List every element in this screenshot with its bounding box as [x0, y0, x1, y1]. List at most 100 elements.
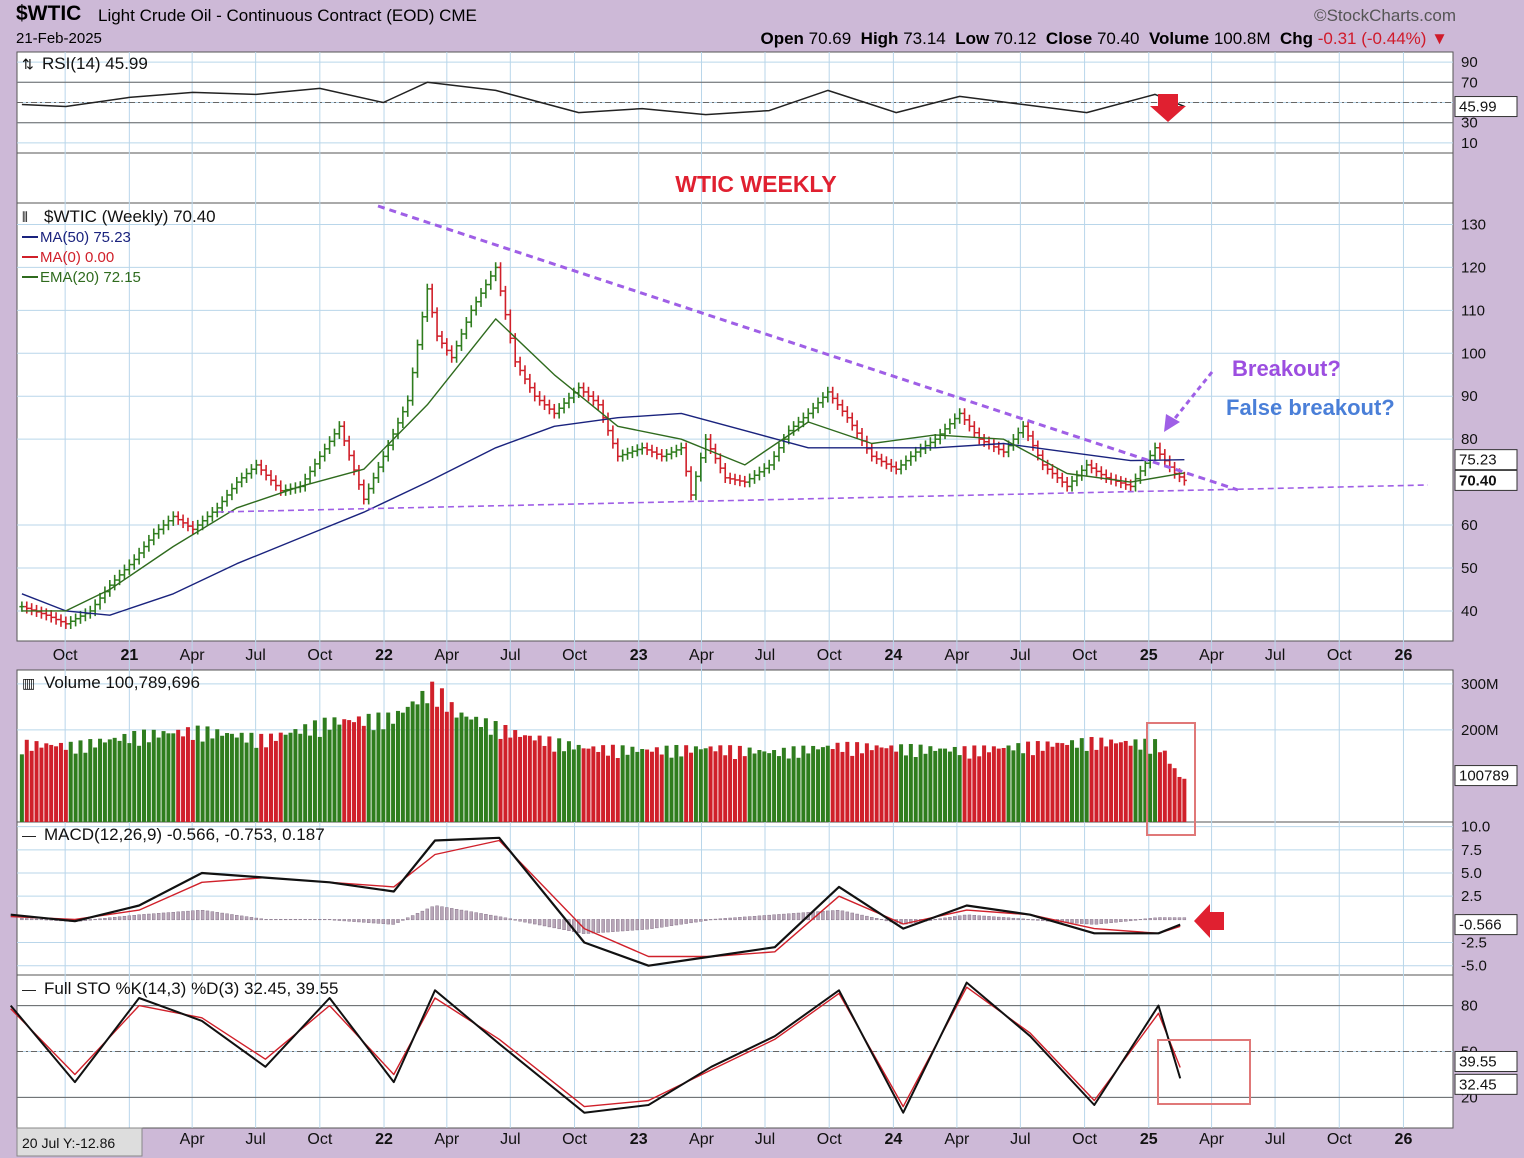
volume-bar — [303, 724, 308, 822]
volume-bar — [229, 733, 234, 822]
volume-last-value: 100789 — [1459, 768, 1509, 785]
macd-histogram-bar — [533, 919, 537, 925]
macd-histogram-bar — [279, 919, 283, 921]
volume-bar — [264, 747, 269, 822]
volume-bar — [625, 754, 630, 822]
volume-bar — [205, 726, 210, 822]
volume-bar — [762, 751, 767, 822]
macd-histogram-bar — [103, 917, 107, 921]
macd-histogram-bar — [450, 908, 454, 921]
macd-histogram-bar — [347, 919, 351, 922]
brand-watermark: ©StockCharts.com — [1314, 6, 1456, 25]
volume-bar — [181, 736, 186, 822]
volume-bar — [1104, 746, 1109, 822]
volume-bar — [410, 701, 415, 822]
macd-histogram-bar — [386, 919, 390, 925]
volume-bar — [996, 748, 1001, 822]
rsi-ytick-label: 30 — [1461, 115, 1478, 132]
volume-bar — [991, 746, 996, 822]
month-axis-label: Oct — [307, 1131, 332, 1148]
macd-histogram-bar — [464, 910, 469, 921]
volume-bar — [728, 745, 733, 822]
volume-bar — [268, 733, 273, 822]
macd-histogram-bar — [669, 919, 674, 926]
volume-bar — [371, 730, 376, 822]
macd-histogram-bar — [762, 915, 767, 921]
annotation-breakout: Breakout? — [1232, 356, 1341, 381]
macd-histogram-bar — [518, 919, 522, 922]
month-axis-label: Oct — [1327, 647, 1352, 664]
volume-bar — [835, 742, 840, 822]
volume-bar — [571, 749, 576, 822]
macd-histogram-bar — [156, 913, 161, 921]
volume-ytick-label: 300M — [1461, 676, 1499, 693]
macd-histogram-bar — [25, 918, 29, 921]
macd-histogram-bar — [371, 919, 376, 924]
macd-histogram-bar — [850, 912, 854, 921]
macd-histogram-bar — [547, 919, 552, 928]
volume-bar — [249, 732, 254, 822]
macd-histogram-bar — [381, 919, 386, 924]
macd-histogram-bar — [122, 916, 127, 921]
macd-histogram-bar — [396, 919, 400, 923]
volume-bar — [68, 741, 73, 822]
macd-histogram-bar — [337, 919, 342, 921]
volume-bar — [259, 733, 264, 822]
price-last-value-box — [1454, 469, 1518, 491]
volume-bar — [356, 716, 361, 822]
volume-bar — [1182, 778, 1187, 822]
macd-histogram-bar — [557, 919, 561, 930]
month-axis-label: Jul — [1010, 1131, 1030, 1148]
macd-histogram-bar — [210, 911, 215, 921]
macd-histogram-bar — [596, 919, 600, 933]
macd-histogram-bar — [498, 916, 503, 921]
ma50-last-value: 75.23 — [1459, 452, 1497, 469]
volume-bar — [49, 744, 54, 822]
volume-bar — [376, 712, 381, 822]
macd-histogram-bar — [874, 918, 879, 921]
price-ytick-label: 130 — [1461, 216, 1486, 233]
volume-bar — [1177, 776, 1182, 822]
rsi-title: RSI(14) 45.99 — [42, 54, 148, 73]
volume-bar — [127, 743, 132, 822]
macd-histogram-bar — [645, 919, 649, 930]
macd-histogram-bar — [796, 912, 801, 921]
volume-bar — [864, 743, 869, 822]
year-axis-label: 24 — [884, 647, 902, 664]
volume-bar — [273, 740, 278, 822]
macd-histogram-bar — [826, 910, 830, 921]
volume-bar — [513, 730, 518, 822]
annotation-title: WTIC WEEKLY — [675, 171, 836, 197]
volume-bar — [933, 750, 938, 822]
volume-bar — [879, 747, 884, 822]
month-axis-label: Apr — [1199, 1131, 1225, 1148]
macd-histogram-bar — [181, 911, 185, 921]
macd-histogram-bar — [249, 917, 254, 921]
macd-histogram-bar — [967, 914, 972, 921]
macd-histogram-bar — [205, 910, 210, 921]
symbol-name: Light Crude Oil - Continuous Contract (E… — [98, 6, 435, 25]
month-axis-label: Apr — [434, 647, 460, 664]
month-axis-label: Jul — [500, 1131, 520, 1148]
volume-bar — [78, 740, 83, 822]
volume-bar — [972, 745, 977, 822]
macd-histogram-bar — [445, 907, 449, 921]
ohlc-summary: Open 70.69 High 73.14 Low 70.12 Close 70… — [760, 29, 1448, 49]
volume-bar — [679, 756, 684, 822]
volume-bar — [552, 751, 557, 822]
volume-bar — [586, 748, 591, 822]
volume-bar — [620, 745, 625, 822]
volume-bar — [19, 754, 24, 822]
year-axis-label: 25 — [1140, 647, 1158, 664]
year-axis-label: 22 — [375, 1131, 393, 1148]
volume-bar — [102, 742, 107, 822]
volume-bar — [332, 717, 337, 822]
volume-bar — [474, 716, 479, 822]
chart-header: $WTIC Light Crude Oil - Continuous Contr… — [0, 0, 1524, 52]
macd-histogram-bar — [884, 919, 889, 922]
macd-histogram-bar — [484, 914, 488, 921]
volume-bar — [34, 741, 39, 822]
volume-bar — [391, 723, 396, 822]
volume-bar — [532, 740, 537, 822]
